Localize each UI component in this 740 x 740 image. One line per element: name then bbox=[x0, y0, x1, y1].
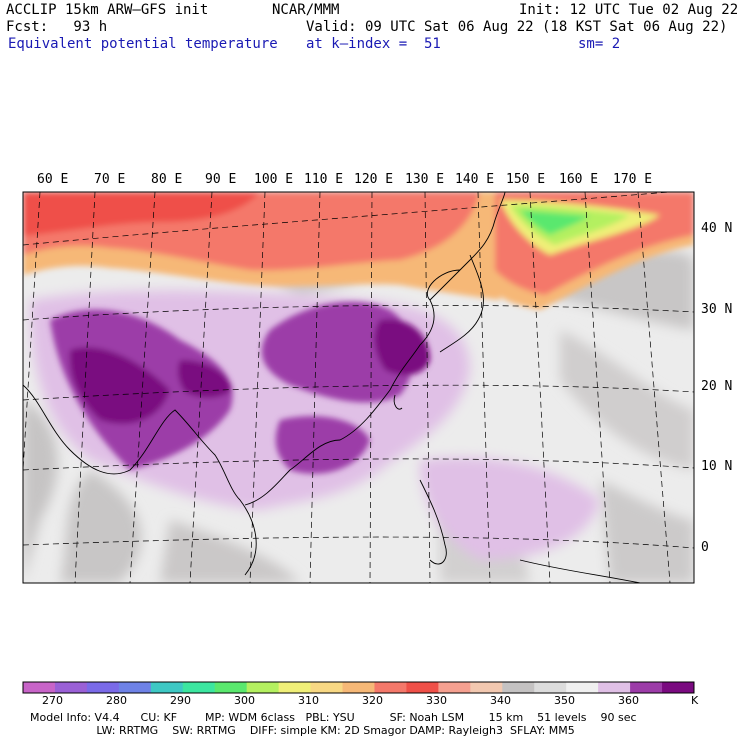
colorbar-tick: 340 bbox=[490, 694, 511, 707]
colorbar-swatch bbox=[406, 682, 439, 693]
lon-label-150e: 150 E bbox=[506, 172, 546, 187]
colorbar-tick: 300 bbox=[234, 694, 255, 707]
colorbar-tick: 270 bbox=[42, 694, 63, 707]
lon-label-100e: 100 E bbox=[254, 172, 294, 187]
map-frame bbox=[22, 191, 695, 584]
graticule bbox=[23, 192, 694, 583]
valid-time: Valid: 09 UTC Sat 06 Aug 22 (18 KST Sat … bbox=[306, 19, 728, 35]
model-title: ACCLIP 15km ARW–GFS init bbox=[6, 2, 209, 18]
warm-band bbox=[23, 192, 694, 310]
colorbar-swatch bbox=[470, 682, 503, 693]
model-info-line1: Model Info: V4.4 CU: KF MP: WDM 6class P… bbox=[30, 711, 637, 724]
lat-label-20n: 20 N bbox=[701, 379, 733, 394]
lat-label-30n: 30 N bbox=[701, 302, 733, 317]
lon-label-170e: 170 E bbox=[613, 172, 653, 187]
colorbar-swatch bbox=[534, 682, 567, 693]
colorbar bbox=[22, 681, 695, 694]
init-time: Init: 12 UTC Tue 02 Aug 22 bbox=[519, 2, 739, 18]
colorbar-unit: K bbox=[691, 694, 699, 707]
colorbar-swatch bbox=[502, 682, 535, 693]
colorbar-swatch bbox=[438, 682, 471, 693]
lon-label-70e: 70 E bbox=[94, 172, 126, 187]
colorbar-swatch bbox=[182, 682, 216, 693]
colorbar-swatch bbox=[662, 682, 695, 693]
colorbar-tick: 280 bbox=[106, 694, 127, 707]
level-label: at k–index = 51 bbox=[306, 36, 441, 52]
colorbar-swatch bbox=[342, 682, 375, 693]
colorbar-swatch bbox=[246, 682, 280, 693]
purple-field bbox=[50, 301, 430, 474]
colorbar-swatch bbox=[598, 682, 631, 693]
coastlines bbox=[23, 192, 641, 583]
lat-label-0: 0 bbox=[701, 540, 709, 555]
colorbar-tick: 320 bbox=[362, 694, 383, 707]
lat-label-40n: 40 N bbox=[701, 221, 733, 236]
colorbar-swatch bbox=[278, 682, 312, 693]
lon-label-80e: 80 E bbox=[151, 172, 183, 187]
colorbar-frame bbox=[22, 681, 695, 694]
colorbar-tick: 290 bbox=[170, 694, 191, 707]
model-info-line2: LW: RRTMG SW: RRTMG DIFF: simple KM: 2D … bbox=[30, 724, 575, 737]
colorbar-swatch bbox=[310, 682, 344, 693]
colorbar-tick: 330 bbox=[426, 694, 447, 707]
lon-label-110e: 110 E bbox=[304, 172, 344, 187]
lon-label-160e: 160 E bbox=[559, 172, 599, 187]
colorbar-swatch bbox=[566, 682, 599, 693]
colorbar-swatch bbox=[150, 682, 184, 693]
colorbar-swatch bbox=[214, 682, 248, 693]
colorbar-swatch bbox=[86, 682, 120, 693]
lon-label-60e: 60 E bbox=[37, 172, 69, 187]
forecast-hour: Fcst: 93 h bbox=[6, 19, 108, 35]
colorbar-swatch bbox=[23, 682, 56, 693]
lat-label-10n: 10 N bbox=[701, 459, 733, 474]
lon-label-120e: 120 E bbox=[354, 172, 394, 187]
lon-label-130e: 130 E bbox=[405, 172, 445, 187]
organization-label: NCAR/MMM bbox=[272, 2, 340, 18]
colorbar-swatch bbox=[374, 682, 407, 693]
colorbar-swatch bbox=[118, 682, 152, 693]
lon-label-90e: 90 E bbox=[205, 172, 237, 187]
field-name: Equivalent potential temperature bbox=[8, 36, 278, 52]
lon-label-140e: 140 E bbox=[455, 172, 495, 187]
colorbar-swatch bbox=[630, 682, 663, 693]
colorbar-tick: 310 bbox=[298, 694, 319, 707]
colorbar-tick: 360 bbox=[618, 694, 639, 707]
colorbar-swatch bbox=[54, 682, 88, 693]
smoothing-label: sm= 2 bbox=[578, 36, 621, 52]
colorbar-tick: 350 bbox=[554, 694, 575, 707]
